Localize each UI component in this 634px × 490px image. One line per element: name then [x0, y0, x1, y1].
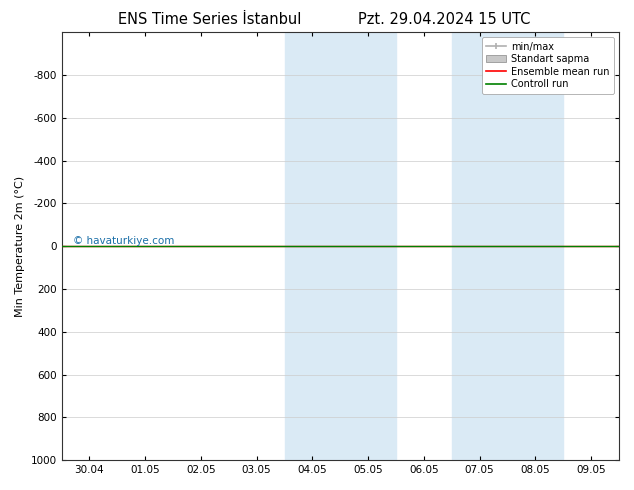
- Legend: min/max, Standart sapma, Ensemble mean run, Controll run: min/max, Standart sapma, Ensemble mean r…: [482, 37, 614, 94]
- Text: © havaturkiye.com: © havaturkiye.com: [73, 236, 174, 246]
- Text: Pzt. 29.04.2024 15 UTC: Pzt. 29.04.2024 15 UTC: [358, 12, 530, 27]
- Bar: [452, 32, 507, 460]
- Bar: [507, 32, 563, 460]
- Bar: [340, 32, 396, 460]
- Text: ENS Time Series İstanbul: ENS Time Series İstanbul: [117, 12, 301, 27]
- Bar: [285, 32, 340, 460]
- Y-axis label: Min Temperature 2m (°C): Min Temperature 2m (°C): [15, 175, 25, 317]
